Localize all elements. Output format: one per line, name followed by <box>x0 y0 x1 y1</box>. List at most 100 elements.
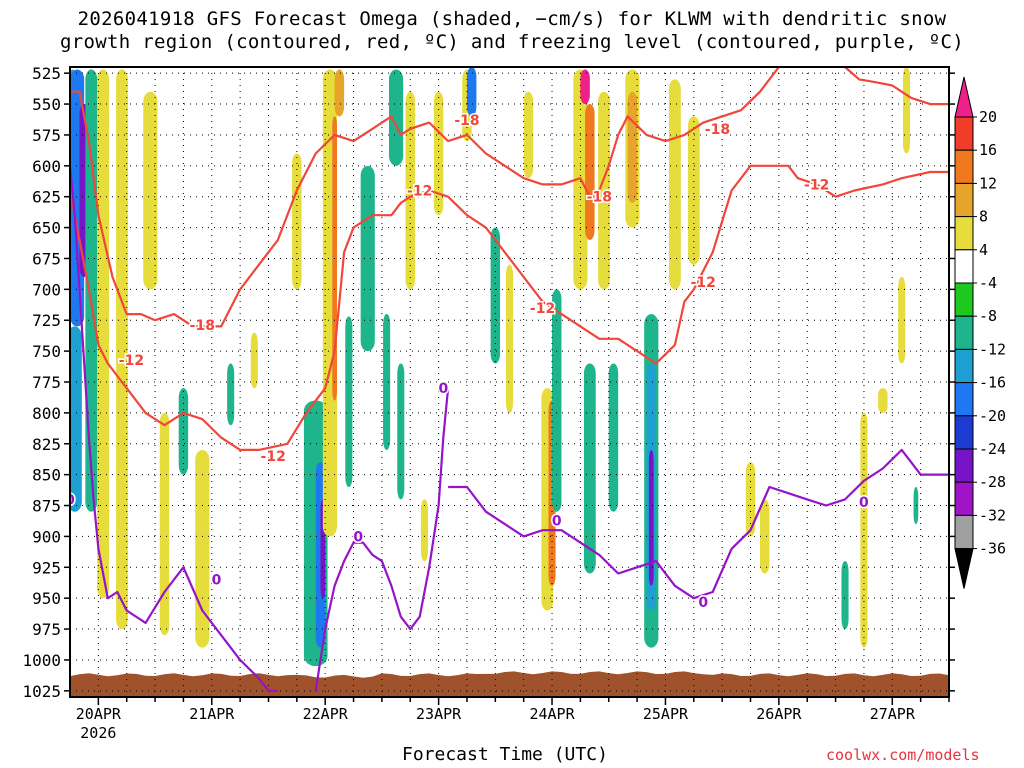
y-tick-label: 875 <box>32 497 61 516</box>
omega-cell <box>292 153 302 290</box>
y-tick-label: 1025 <box>22 682 61 701</box>
dgz-contour-label: -18 <box>705 122 730 138</box>
omega-cell <box>902 67 911 154</box>
colorbar-swatch <box>954 448 974 483</box>
dgz-contour-line <box>70 67 780 328</box>
omega-cell <box>70 326 82 512</box>
y-tick-label: 800 <box>32 404 61 423</box>
omega-cell <box>116 69 128 630</box>
y-tick-label: 550 <box>32 95 61 114</box>
omega-cell <box>878 388 888 413</box>
freezing-level-contour-label: 0 <box>698 595 708 611</box>
contour-layer: -18 -18 -18 -18 -12 -12 -12 -12 -12 -12 0 0 0 0 0 0 0 <box>65 67 949 692</box>
colorbar-label: -32 <box>979 506 1006 524</box>
dgz-contour-line <box>844 67 949 106</box>
grid-layer <box>70 67 950 697</box>
colorbar-swatch <box>954 282 974 317</box>
freezing-level-contour-line <box>448 448 949 600</box>
freezing-level-contour-label: 0 <box>859 495 869 511</box>
colorbar-label: -24 <box>979 440 1006 458</box>
omega-cell <box>195 449 210 648</box>
dgz-contour-line <box>70 164 949 451</box>
x-tick-label: 24APR <box>529 705 575 723</box>
terrain-fill <box>70 671 949 697</box>
freezing-level-contour-label: 0 <box>353 529 363 545</box>
y-tick-label: 775 <box>32 373 61 392</box>
colorbar-swatch <box>954 249 974 284</box>
dgz-contour-label: -18 <box>587 190 612 206</box>
chart-title-line-2: growth region (contoured, red, ºC) and f… <box>60 31 964 53</box>
omega-cell <box>178 388 189 475</box>
omega-cell <box>505 264 514 413</box>
y-tick-label: 950 <box>32 589 61 608</box>
colorbar-swatch <box>954 415 974 450</box>
dgz-contour-label: -18 <box>454 113 479 129</box>
omega-cell <box>648 449 654 586</box>
y-tick-label: 600 <box>32 157 61 176</box>
omega-cell <box>345 316 353 487</box>
colorbar-label: -16 <box>979 374 1006 392</box>
colorbar-label: -8 <box>979 307 997 325</box>
x-tick-label: 26APR <box>756 705 802 723</box>
colorbar-label: 8 <box>979 208 988 226</box>
colorbar-top-arrow <box>954 76 974 118</box>
freezing-level-contour-label: 0 <box>438 381 448 397</box>
omega-cell <box>898 277 906 364</box>
terrain-layer <box>70 671 949 697</box>
colorbar-label: -28 <box>979 473 1006 491</box>
colorbar-label: -20 <box>979 407 1006 425</box>
dgz-contour-label: -18 <box>190 318 215 334</box>
y-tick-label: 825 <box>32 435 61 454</box>
colorbar: 20 16 12 8 4 -4 -8 -12 -16 -20 -24 -28 -32 -36 <box>954 76 1006 589</box>
colorbar-label: -4 <box>979 274 997 292</box>
omega-cell <box>97 69 109 599</box>
x-tick-label: 22APR <box>303 705 349 723</box>
year-label: 2026 <box>80 724 116 742</box>
y-tick-label: 575 <box>32 126 61 145</box>
freezing-level-contour-label: 0 <box>65 492 75 508</box>
colorbar-label: -12 <box>979 340 1006 358</box>
omega-cell <box>585 104 595 240</box>
omega-cell <box>466 67 477 117</box>
x-tick-label: 25APR <box>643 705 689 723</box>
x-axis-title: Forecast Time (UTC) <box>402 744 608 765</box>
freezing-level-contour-label: 0 <box>212 573 222 589</box>
x-tick-label: 21APR <box>189 705 235 723</box>
omega-cell <box>687 116 700 265</box>
omega-cell <box>250 332 258 389</box>
omega-cell <box>598 91 610 290</box>
y-tick-label: 650 <box>32 219 61 238</box>
axes-layer: 525 550 575 600 625 650 675 700 725 750 775 800 825 8… <box>22 64 955 742</box>
chart-title-line-1: 2026041918 GFS Forecast Omega (shaded, −… <box>77 8 947 30</box>
colorbar-label: 4 <box>979 241 988 259</box>
y-tick-label: 675 <box>32 249 61 268</box>
omega-cell <box>420 499 428 562</box>
colorbar-swatch <box>954 348 974 384</box>
colorbar-swatch <box>954 149 974 184</box>
omega-cell <box>388 69 404 166</box>
omega-cell <box>159 412 170 636</box>
omega-cell <box>360 165 375 352</box>
freezing-level-contour-line <box>314 388 450 691</box>
omega-cell <box>227 363 235 426</box>
colorbar-bottom-arrow <box>954 548 974 589</box>
y-tick-label: 900 <box>32 527 61 546</box>
dgz-contour-label: -12 <box>119 353 144 369</box>
colorbar-swatch <box>954 382 974 417</box>
freezing-level-contour-label: 0 <box>552 513 562 529</box>
credit-text[interactable]: coolwx.com/models <box>826 746 980 764</box>
colorbar-label: 20 <box>979 108 997 126</box>
dgz-contour-label: -12 <box>530 301 555 317</box>
omega-cell <box>913 487 919 525</box>
omega-cell <box>627 91 638 203</box>
colorbar-label: 12 <box>979 174 997 192</box>
omega-cell <box>334 69 345 117</box>
y-tick-label: 625 <box>32 188 61 207</box>
dgz-contour-label: -12 <box>804 177 829 193</box>
freezing-level-contour-line <box>70 165 278 692</box>
y-tick-label: 525 <box>32 64 61 83</box>
colorbar-swatch <box>954 182 974 218</box>
colorbar-swatch <box>954 315 974 350</box>
omega-cell <box>433 91 444 216</box>
